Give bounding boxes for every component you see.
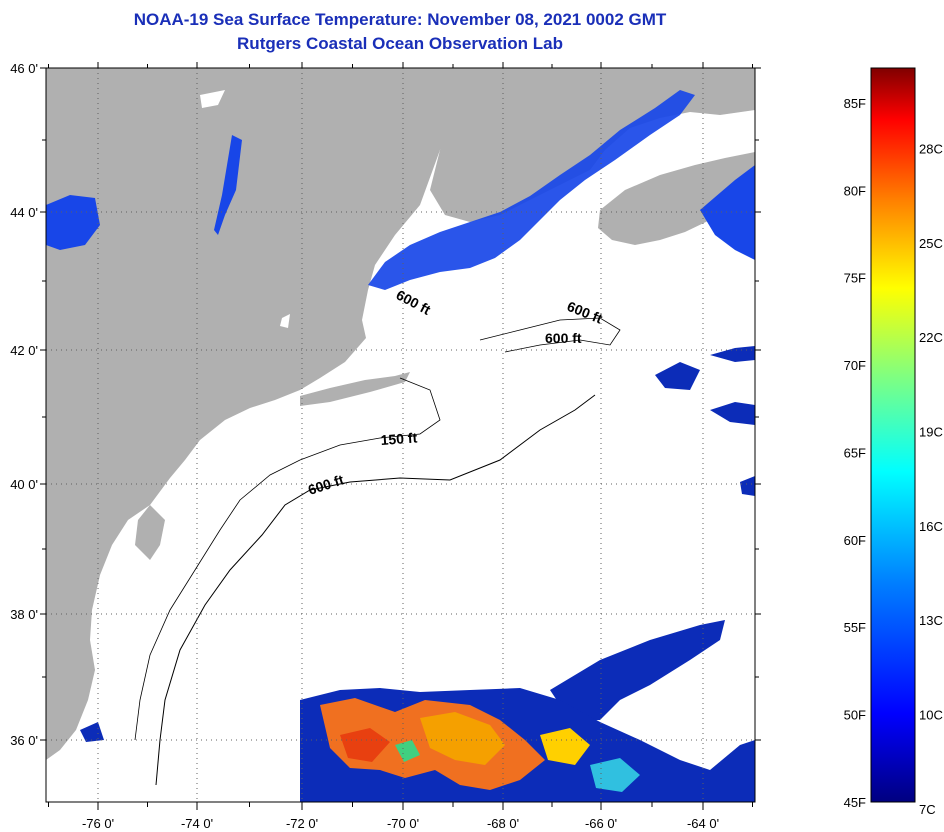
isobath-150ft bbox=[134, 377, 441, 741]
colorbar-f-label: 55F bbox=[844, 620, 866, 635]
lon-label: -70 0' bbox=[387, 816, 419, 831]
lon-label: -76 0' bbox=[82, 816, 114, 831]
colorbar-c-label: 16C bbox=[919, 519, 943, 534]
warm-water-south bbox=[420, 712, 505, 765]
colorbar-c-label: 22C bbox=[919, 330, 943, 345]
colorbar-f-label: 50F bbox=[844, 708, 866, 723]
colorbar-c-label: 28C bbox=[919, 141, 943, 156]
cold-water-patch bbox=[214, 135, 242, 235]
lon-label: -64 0' bbox=[687, 816, 719, 831]
isobath-label: 600 ft bbox=[545, 330, 582, 346]
colorbar bbox=[870, 67, 916, 803]
colorbar-f-label: 80F bbox=[844, 183, 866, 198]
lat-label: 40 0' bbox=[10, 477, 38, 492]
lon-label: -68 0' bbox=[487, 816, 519, 831]
mid-water-south bbox=[590, 758, 640, 792]
warm-water-south bbox=[340, 728, 390, 762]
lon-label: -72 0' bbox=[286, 816, 318, 831]
cold-water-patch bbox=[655, 362, 700, 390]
colorbar-f-label: 65F bbox=[844, 445, 866, 460]
cold-water-patch bbox=[80, 722, 104, 742]
cold-water-south bbox=[550, 620, 725, 720]
isobath-600ft-shelf-edge bbox=[155, 394, 596, 786]
colorbar-c-label: 19C bbox=[919, 425, 943, 440]
isobath-600ft-gulf bbox=[479, 317, 621, 353]
map-frame bbox=[45, 67, 756, 803]
warm-water-south bbox=[540, 728, 590, 765]
chart-title: NOAA-19 Sea Surface Temperature: Novembe… bbox=[133, 10, 667, 29]
lat-label: 38 0' bbox=[10, 607, 38, 622]
colorbar-f-label: 60F bbox=[844, 533, 866, 548]
lake bbox=[200, 90, 225, 108]
cold-water-patch bbox=[46, 195, 100, 250]
colorbar-c-label: 13C bbox=[919, 613, 943, 628]
lon-label: -74 0' bbox=[181, 816, 213, 831]
colorbar-f-label: 85F bbox=[844, 96, 866, 111]
lake bbox=[280, 314, 290, 328]
mid-water-south bbox=[395, 740, 420, 762]
lat-label: 42 0' bbox=[10, 343, 38, 358]
colorbar-c-label: 10C bbox=[919, 708, 943, 723]
lat-label: 36 0' bbox=[10, 733, 38, 748]
cold-water-patch bbox=[740, 476, 755, 496]
lon-label: -66 0' bbox=[585, 816, 617, 831]
land-us-mainland bbox=[46, 68, 470, 760]
colorbar-f-label: 70F bbox=[844, 358, 866, 373]
colorbar-f-label: 45F bbox=[844, 795, 866, 810]
land-long-island bbox=[300, 372, 410, 406]
colorbar-f-label: 75F bbox=[844, 271, 866, 286]
colorbar-c-label: 25C bbox=[919, 236, 943, 251]
lat-label: 44 0' bbox=[10, 205, 38, 220]
lat-label: 46 0' bbox=[10, 61, 38, 76]
cold-water-patch bbox=[710, 346, 755, 362]
chart-subtitle: Rutgers Coastal Ocean Observation Lab bbox=[237, 34, 563, 53]
colorbar-c-label: 7C bbox=[919, 802, 936, 817]
land-delmarva bbox=[135, 505, 165, 560]
cold-water-gulf-of-maine bbox=[368, 90, 695, 290]
land-nova-scotia bbox=[598, 152, 755, 245]
cold-water-patch bbox=[700, 165, 755, 260]
cold-water-patch bbox=[710, 402, 755, 425]
isobath-label: 150 ft bbox=[380, 429, 418, 448]
